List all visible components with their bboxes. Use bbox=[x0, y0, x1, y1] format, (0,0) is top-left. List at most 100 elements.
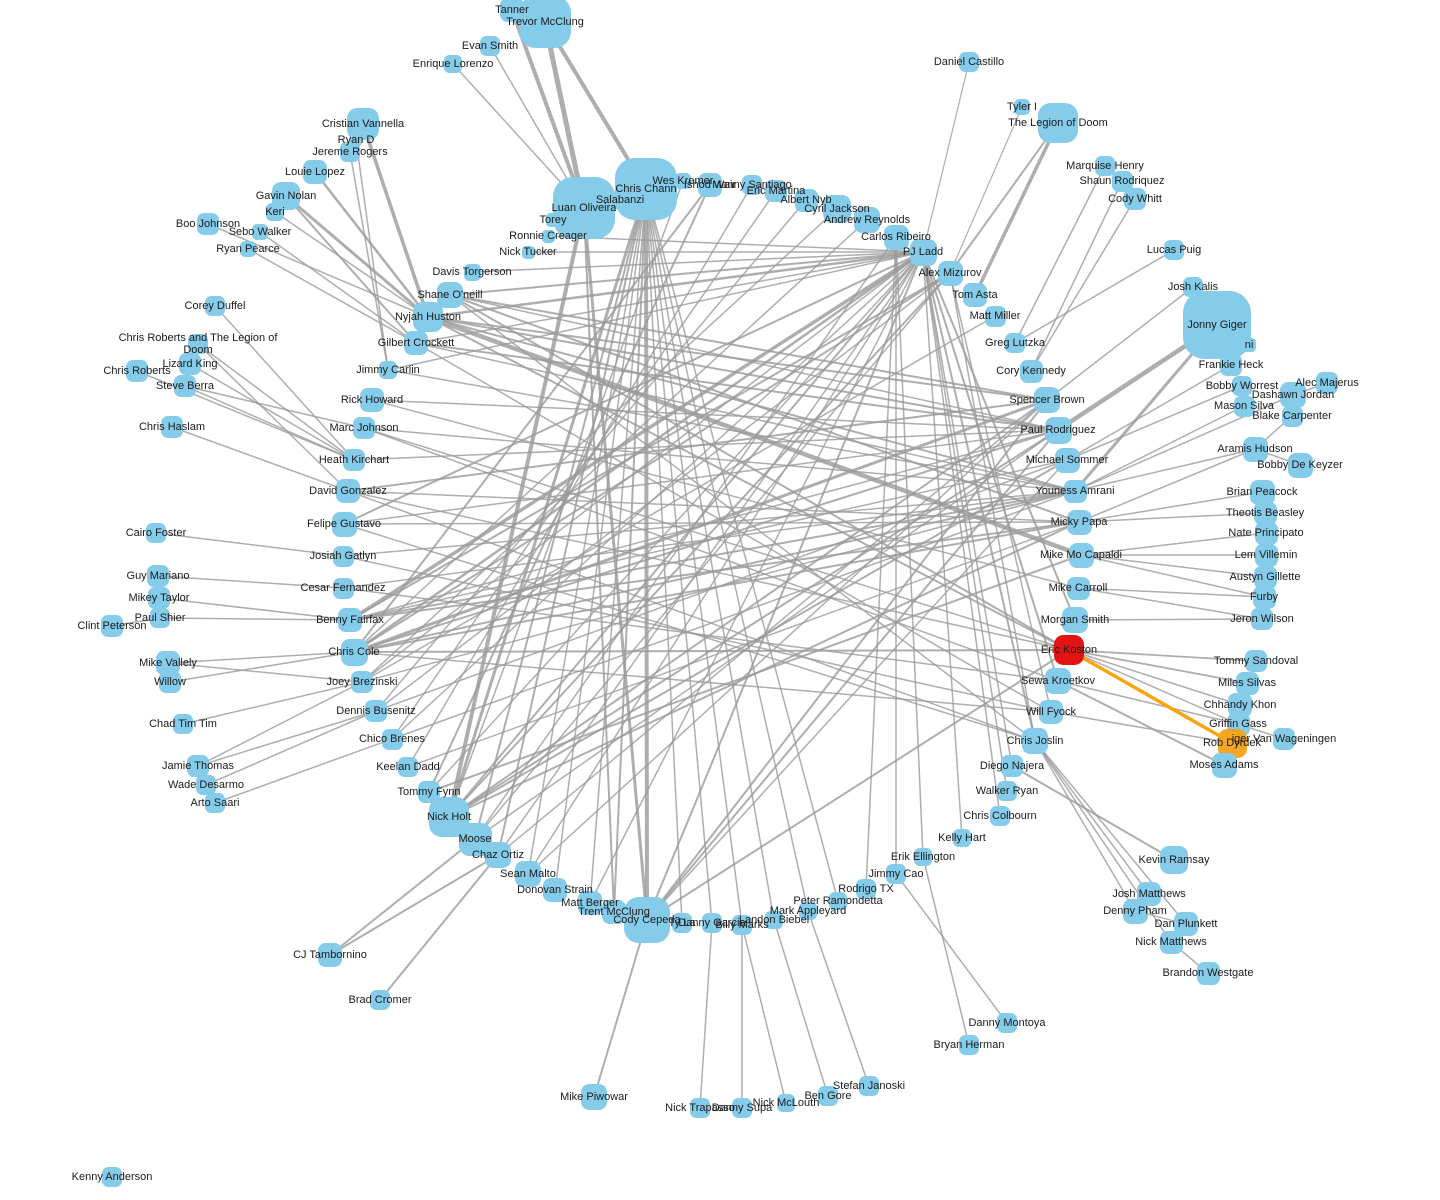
node-pj-ladd[interactable] bbox=[909, 238, 937, 266]
node-daniel-castillo[interactable] bbox=[959, 52, 979, 72]
node-lucas-puig[interactable] bbox=[1164, 240, 1184, 260]
node-cyril-jackson[interactable] bbox=[823, 195, 851, 223]
node-theotis-beasley[interactable] bbox=[1253, 501, 1277, 525]
node-diego-najera[interactable] bbox=[1001, 755, 1023, 777]
node-landon-biebel[interactable] bbox=[765, 911, 783, 929]
node-chris-colbourn[interactable] bbox=[990, 806, 1010, 826]
node-evan-smith[interactable] bbox=[480, 36, 500, 56]
node-jamie-thomas[interactable] bbox=[187, 755, 209, 777]
node-ryan-pearce[interactable] bbox=[240, 241, 256, 257]
node-joey-brezinski[interactable] bbox=[351, 671, 373, 693]
node-arto-saari[interactable] bbox=[205, 793, 225, 813]
node-austyn-gillette[interactable] bbox=[1253, 565, 1277, 589]
node-matt-berger[interactable] bbox=[578, 891, 602, 915]
node-iger-van-wageningen[interactable] bbox=[1273, 728, 1295, 750]
node-marquise-henry[interactable] bbox=[1095, 156, 1115, 176]
node-lem-villemin[interactable] bbox=[1254, 543, 1278, 567]
node-dashawn-jordan[interactable] bbox=[1280, 382, 1306, 408]
node-enrique-lorenzo[interactable] bbox=[444, 55, 462, 73]
node-matt-miller[interactable] bbox=[984, 305, 1006, 327]
node-rodrigo-tx[interactable] bbox=[856, 879, 876, 899]
node-mason-silva[interactable] bbox=[1233, 395, 1255, 417]
node-keri[interactable] bbox=[266, 203, 284, 221]
node-erik-ellington[interactable] bbox=[914, 848, 932, 866]
node-paul-rodriguez[interactable] bbox=[1044, 416, 1072, 444]
node-benny-fairfax[interactable] bbox=[338, 608, 362, 632]
node-cody-whitt[interactable] bbox=[1124, 188, 1146, 210]
node-jeron-wilson[interactable] bbox=[1251, 608, 1273, 630]
node-cody-cepeda[interactable] bbox=[624, 897, 670, 943]
node-blake-carpenter[interactable] bbox=[1281, 405, 1303, 427]
node-tommy-sandoval[interactable] bbox=[1245, 650, 1267, 672]
node-danny-montoya[interactable] bbox=[997, 1013, 1017, 1033]
node-donovan-strain[interactable] bbox=[543, 878, 567, 902]
node-frankie-heck[interactable] bbox=[1220, 354, 1242, 376]
node-shane-o-neill[interactable] bbox=[437, 282, 463, 308]
node-shaun-rodriquez[interactable] bbox=[1111, 170, 1133, 192]
node-danny-supa[interactable] bbox=[732, 1098, 752, 1118]
node-kelly-hart[interactable] bbox=[953, 829, 971, 847]
node-nick-matthews[interactable] bbox=[1159, 930, 1183, 954]
node-alec-majerus[interactable] bbox=[1316, 372, 1338, 394]
node-guy-mariano[interactable] bbox=[147, 565, 169, 587]
node-wade-desarmo[interactable] bbox=[196, 775, 216, 795]
node-dennis-busenitz[interactable] bbox=[365, 700, 387, 722]
node-moses-adams[interactable] bbox=[1211, 752, 1237, 778]
node-wes-kremer[interactable] bbox=[675, 173, 691, 189]
node-kevin-ramsay[interactable] bbox=[1160, 846, 1188, 874]
node-kenny-anderson[interactable] bbox=[102, 1167, 122, 1187]
node-david-gonzalez[interactable] bbox=[336, 479, 360, 503]
node-gilbert-crockett[interactable] bbox=[404, 331, 428, 355]
node-tyler-i[interactable] bbox=[1014, 99, 1030, 115]
node-willow[interactable] bbox=[159, 671, 181, 693]
node-miles-silvas[interactable] bbox=[1235, 671, 1259, 695]
node-tommy-fynn[interactable] bbox=[418, 781, 440, 803]
node-mike-carroll[interactable] bbox=[1066, 576, 1090, 600]
node-albert-nyb[interactable] bbox=[794, 188, 818, 212]
node-chico-brenes[interactable] bbox=[381, 728, 403, 750]
node-nick-tucker[interactable] bbox=[521, 245, 535, 259]
node-alex-mizurov[interactable] bbox=[937, 260, 963, 286]
node-mikey-taylor[interactable] bbox=[148, 587, 170, 609]
node-tanner[interactable] bbox=[500, 0, 524, 22]
node-ronnie-creager[interactable] bbox=[541, 229, 555, 243]
node-tom-asta[interactable] bbox=[963, 283, 987, 307]
node-billy-marks[interactable] bbox=[732, 915, 752, 935]
node-louie-lopez[interactable] bbox=[303, 160, 327, 184]
node-josiah-gatlyn[interactable] bbox=[332, 545, 354, 567]
node-cj-tambornino[interactable] bbox=[318, 943, 342, 967]
node-cairo-foster[interactable] bbox=[146, 523, 166, 543]
node-michael-sommer[interactable] bbox=[1054, 447, 1080, 473]
node-carlos-ribeiro[interactable] bbox=[883, 224, 909, 250]
node-corey-duffel[interactable] bbox=[205, 296, 225, 316]
node-chris-roberts[interactable] bbox=[126, 360, 148, 382]
node-andrew-reynolds[interactable] bbox=[854, 207, 880, 233]
node-sean-malto[interactable] bbox=[515, 861, 541, 887]
node-sewa-kroetkov[interactable] bbox=[1045, 668, 1071, 694]
node-keelan-dadd[interactable] bbox=[398, 757, 418, 777]
node-sebo-walker[interactable] bbox=[252, 224, 268, 240]
node-boo-johnson[interactable] bbox=[197, 213, 219, 235]
node-heath-kirchart[interactable] bbox=[343, 449, 365, 471]
node-ishod-wair[interactable] bbox=[698, 173, 722, 197]
node-trevor-mcclung[interactable] bbox=[519, 0, 571, 48]
node-bryan-herman[interactable] bbox=[959, 1035, 979, 1055]
node-brandon-westgate[interactable] bbox=[1196, 961, 1220, 985]
node-manny-santiago[interactable] bbox=[742, 175, 762, 195]
node-greg-lutzka[interactable] bbox=[1005, 333, 1025, 353]
node-cory-kennedy[interactable] bbox=[1019, 359, 1043, 383]
node-brian-peacock[interactable] bbox=[1249, 479, 1275, 505]
node-bobby-de-keyzer[interactable] bbox=[1287, 452, 1313, 478]
node-marc-johnson[interactable] bbox=[353, 417, 375, 439]
node-furby[interactable] bbox=[1252, 585, 1276, 609]
node-jimmy-carlin[interactable] bbox=[379, 361, 397, 379]
node-youness-amrani[interactable] bbox=[1063, 479, 1087, 503]
node-salabanzi[interactable] bbox=[611, 191, 629, 209]
node-cesar-fernandez[interactable] bbox=[332, 577, 354, 599]
node-stefan-janoski[interactable] bbox=[859, 1076, 879, 1096]
node-micky-papa[interactable] bbox=[1066, 509, 1092, 535]
node-jereme-rogers[interactable] bbox=[340, 142, 360, 162]
node-morgan-smith[interactable] bbox=[1062, 607, 1088, 633]
node-davis-torgerson[interactable] bbox=[463, 263, 481, 281]
node-ben-gore[interactable] bbox=[818, 1086, 838, 1106]
